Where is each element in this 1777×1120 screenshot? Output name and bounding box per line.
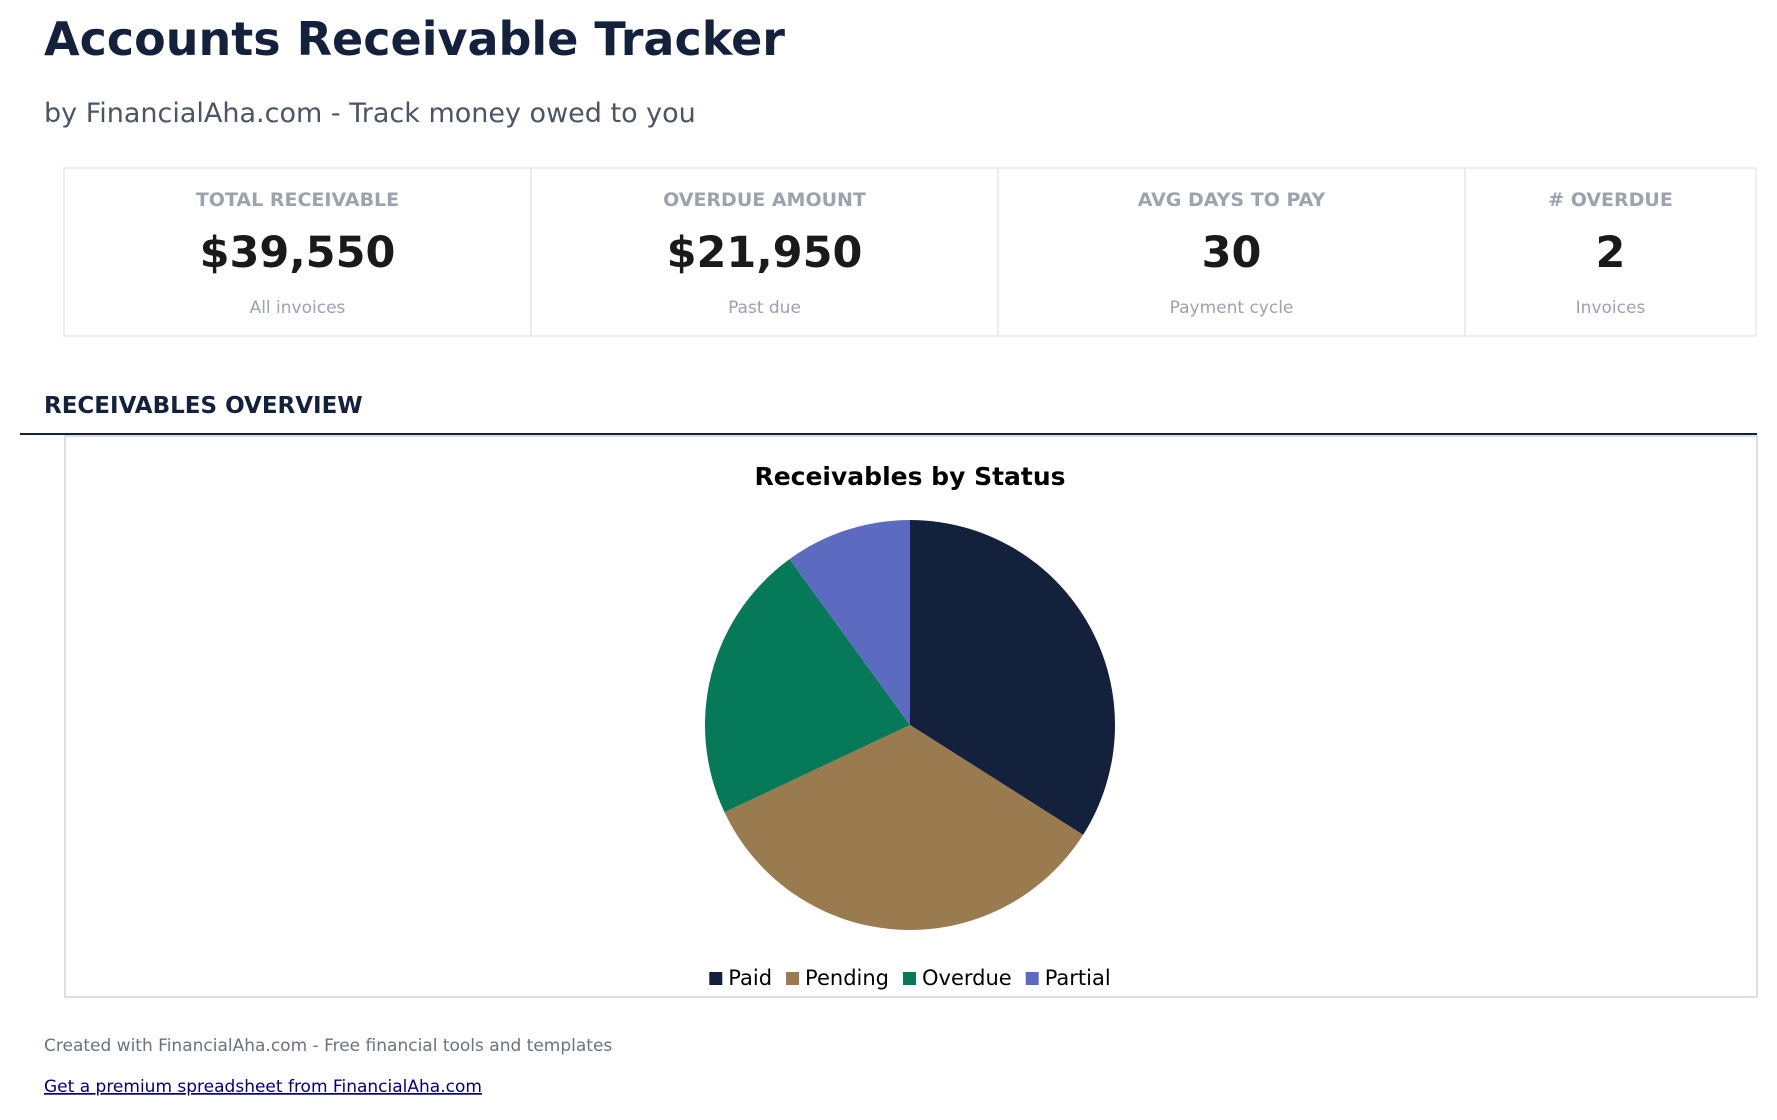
pie-slice: [789, 520, 910, 725]
kpi-note: Past due: [728, 298, 801, 318]
pie-slice: [705, 559, 910, 813]
page-subtitle: by FinancialAha.com - Track money owed t…: [44, 98, 696, 129]
kpi-note: All invoices: [250, 298, 346, 318]
legend-swatch: [786, 972, 800, 985]
kpi-label: AVG DAYS TO PAY: [1138, 189, 1326, 211]
kpi-value: $39,550: [200, 228, 396, 278]
legend-swatch: [903, 972, 917, 985]
kpi-value: $21,950: [667, 228, 863, 278]
section-title: RECEIVABLES OVERVIEW: [44, 393, 363, 419]
legend-swatch: [1025, 972, 1039, 985]
legend-label: Pending: [805, 966, 889, 990]
kpi-card: [1464, 167, 1757, 337]
kpi-card: [530, 167, 999, 337]
kpi-label: OVERDUE AMOUNT: [663, 189, 866, 211]
kpi-note: Payment cycle: [1170, 298, 1294, 318]
pie-slice: [910, 520, 1115, 835]
pie-slice: [724, 725, 1084, 931]
footer-link[interactable]: Get a premium spreadsheet from Financial…: [44, 1077, 482, 1097]
kpi-value: 30: [1202, 228, 1262, 278]
legend-label: Overdue: [922, 966, 1012, 990]
footer-text: Created with FinancialAha.com - Free fin…: [44, 1036, 612, 1056]
kpi-label: # OVERDUE: [1548, 189, 1673, 211]
kpi-card: [997, 167, 1466, 337]
chart-title: Receivables by Status: [754, 462, 1065, 491]
kpi-value: 2: [1596, 228, 1626, 278]
legend-label: Partial: [1045, 966, 1111, 990]
kpi-label: TOTAL RECEIVABLE: [196, 189, 399, 211]
kpi-note: Invoices: [1576, 298, 1646, 318]
legend-label: Paid: [728, 966, 772, 990]
legend-swatch: [709, 972, 723, 985]
page-title: Accounts Receivable Tracker: [44, 12, 785, 66]
kpi-card: [63, 167, 532, 337]
